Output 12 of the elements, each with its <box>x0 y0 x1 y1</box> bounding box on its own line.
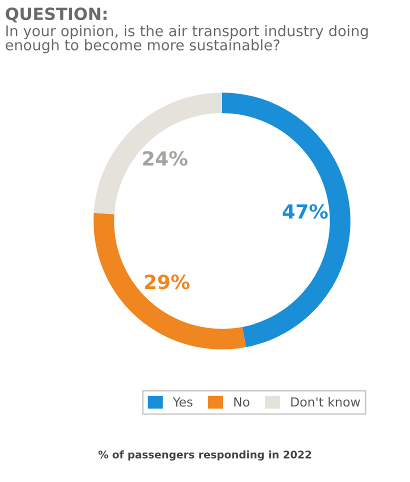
donut-slice <box>94 92 222 214</box>
donut-slice <box>94 212 246 350</box>
data-label: 29% <box>145 274 190 290</box>
chart-title: QUESTION: <box>6 8 106 22</box>
text: % of passengers responding in 2022 <box>98 450 311 461</box>
chart-subtitle: In your opinion, is the air transport industry doing enough to become more sustainable? <box>6 25 368 54</box>
donut-slice <box>222 92 350 348</box>
legend-label: Yes <box>172 397 192 407</box>
data-label: 24% <box>143 151 188 166</box>
data-label: 47% <box>282 204 328 219</box>
legend-label: No <box>234 397 250 407</box>
legend-label: Don't know <box>291 396 360 407</box>
